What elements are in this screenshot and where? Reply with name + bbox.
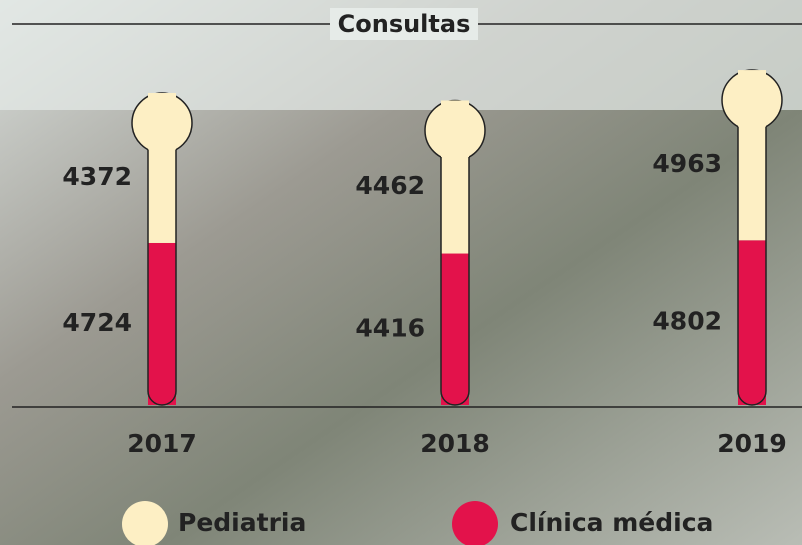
x-tick-label: 2017	[127, 429, 197, 458]
legend-swatch	[452, 501, 498, 545]
tube-segment	[441, 100, 469, 253]
value-label: 4963	[652, 149, 722, 178]
tube-segment	[738, 240, 766, 405]
tube-segment	[738, 70, 766, 240]
tube-segment	[148, 93, 176, 243]
value-label: 4802	[652, 307, 722, 336]
legend-label: Pediatria	[178, 508, 306, 537]
tube-segment	[441, 254, 469, 405]
legend-label: Clínica médica	[510, 508, 713, 537]
value-label: 4462	[355, 171, 425, 200]
x-tick-label: 2018	[420, 429, 490, 458]
value-label: 4724	[62, 308, 132, 337]
chart-title: Consultas	[338, 10, 471, 38]
tube-segment	[148, 243, 176, 405]
x-tick-label: 2019	[717, 429, 787, 458]
value-label: 4372	[62, 162, 132, 191]
value-label: 4416	[355, 313, 425, 342]
legend-swatch	[122, 501, 168, 545]
chart: Consultas 4724 4372 2017 4416 4462 2018 4802 49…	[0, 0, 802, 545]
